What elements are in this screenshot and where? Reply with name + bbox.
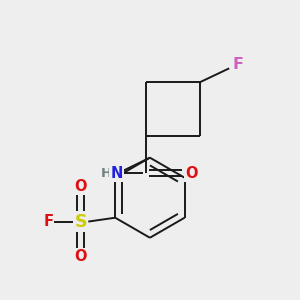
Text: O: O xyxy=(185,166,198,181)
Text: O: O xyxy=(74,178,87,194)
Text: H: H xyxy=(100,167,112,180)
Text: O: O xyxy=(74,250,87,265)
Text: F: F xyxy=(43,214,53,229)
Text: S: S xyxy=(74,213,87,231)
Text: N: N xyxy=(111,166,123,181)
Text: F: F xyxy=(233,57,244,72)
